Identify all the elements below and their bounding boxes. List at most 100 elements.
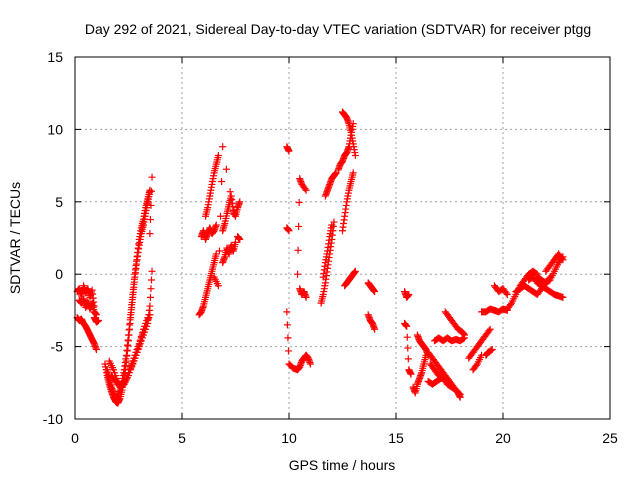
data-point	[148, 187, 156, 195]
data-point	[349, 169, 357, 177]
x-tick-label: 20	[495, 430, 511, 446]
data-point	[284, 347, 292, 355]
data-point	[219, 143, 227, 151]
series-arc-e2	[339, 108, 359, 159]
series-arc-g6	[426, 360, 464, 398]
data-point	[301, 185, 309, 193]
axis-ticks	[74, 56, 611, 420]
data-point	[407, 370, 415, 378]
data-point	[404, 355, 412, 363]
series-arc-d8	[319, 221, 336, 281]
data-point	[148, 173, 156, 181]
data-point	[146, 216, 154, 224]
series-arc-h4	[478, 305, 511, 316]
data-point	[302, 186, 310, 194]
series-arc-g3	[409, 351, 430, 397]
series-arc-c4	[219, 192, 244, 235]
data-point	[236, 198, 244, 206]
x-tick-label: 10	[281, 430, 297, 446]
data-point	[371, 288, 379, 296]
series-arc-i5	[542, 250, 567, 275]
data-point	[222, 165, 230, 173]
data-point	[404, 344, 412, 352]
data-point	[460, 331, 468, 339]
data-point	[226, 188, 234, 196]
data-point	[146, 293, 154, 301]
x-tick-label: 5	[178, 430, 186, 446]
data-point	[302, 293, 310, 301]
data-point	[146, 302, 154, 310]
x-tick-label: 0	[71, 430, 79, 446]
series-arc-d3	[283, 308, 314, 374]
y-tick-label: 0	[55, 266, 63, 282]
series-arc-g7	[431, 334, 468, 345]
data-point	[294, 270, 302, 278]
series-arc-d4	[294, 175, 310, 278]
data-point	[559, 293, 567, 301]
data-point	[403, 322, 411, 330]
series-arc-b5	[127, 267, 156, 372]
data-point	[232, 238, 239, 246]
data-point	[212, 221, 220, 229]
series-arc-a4	[90, 314, 103, 326]
x-tick-label: 25	[602, 430, 618, 446]
data-point	[437, 374, 445, 382]
data-point	[95, 317, 103, 325]
data-point	[283, 321, 291, 329]
series-arc-h3	[482, 345, 496, 359]
series-arc-g8	[441, 308, 468, 339]
data-point	[472, 361, 480, 369]
series-arc-c1	[195, 250, 220, 319]
series-arc-f1	[364, 279, 379, 296]
data-point	[230, 210, 238, 218]
data-point	[405, 290, 413, 298]
x-tick-labels: 0 5 10 15 20 25	[71, 430, 618, 446]
data-point	[236, 235, 244, 243]
data-point	[506, 301, 514, 309]
data-point	[294, 246, 302, 254]
y-tick-labels: -10 -5 0 5 10 15	[43, 49, 63, 427]
data-point	[147, 201, 155, 209]
series-arc-c6	[210, 143, 244, 290]
series-arc-d1	[283, 143, 293, 155]
data-point	[218, 178, 226, 186]
grid-lines	[75, 57, 610, 419]
series-arc-g2	[401, 319, 415, 378]
data-point	[488, 345, 496, 353]
series-arc-f2	[364, 311, 379, 333]
data-point	[214, 282, 222, 290]
series-arc-e3	[339, 169, 357, 235]
data-point	[456, 390, 464, 398]
series-arc-c5	[219, 238, 239, 267]
data-point	[503, 290, 511, 298]
series-arc-b6	[146, 173, 156, 238]
data-point	[486, 325, 494, 333]
data-point	[558, 254, 566, 262]
x-tick-label: 15	[388, 430, 404, 446]
y-tick-label: 10	[47, 121, 63, 137]
data-point	[559, 256, 567, 264]
y-tick-label: 15	[47, 49, 63, 65]
series-arc-e4	[341, 267, 359, 290]
data-point	[351, 151, 359, 159]
series-arc-d2	[283, 224, 293, 235]
series-arc-h5	[490, 282, 511, 298]
data-point	[403, 333, 411, 341]
data-point	[284, 334, 292, 342]
series-arc-g9	[424, 374, 445, 388]
data-point	[285, 147, 293, 155]
data-point	[295, 222, 303, 230]
y-tick-label: 5	[55, 194, 63, 210]
series-arc-a3	[73, 314, 100, 353]
data-point	[148, 267, 156, 275]
series-arc-a1	[73, 282, 98, 310]
data-point	[328, 221, 336, 229]
data-points	[73, 108, 567, 407]
series-arc-d7	[321, 169, 340, 200]
y-tick-label: -10	[43, 411, 63, 427]
series-arc-i4	[533, 253, 567, 287]
series-arc-h2	[469, 351, 486, 374]
data-point	[283, 308, 291, 316]
data-point	[285, 227, 293, 235]
series-arc-d5	[296, 285, 310, 301]
